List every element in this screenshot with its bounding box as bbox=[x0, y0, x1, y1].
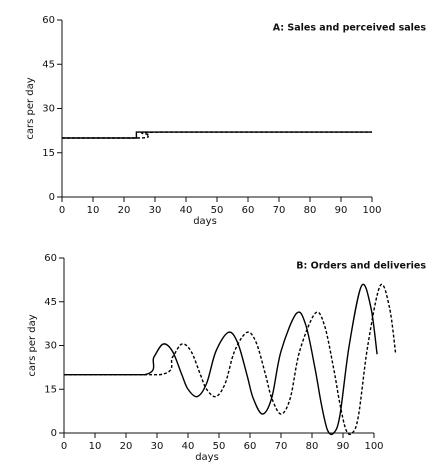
x-tick-label: 20 bbox=[118, 205, 131, 216]
y-axis-label: cars per day bbox=[25, 77, 36, 139]
x-tick-label: 60 bbox=[242, 205, 255, 216]
x-axis-label: days bbox=[193, 216, 217, 227]
y-tick-label: 15 bbox=[42, 148, 55, 159]
x-tick-label: 60 bbox=[244, 441, 257, 452]
x-tick-label: 70 bbox=[273, 205, 286, 216]
chart-title: A: Sales and perceived sales bbox=[273, 23, 427, 34]
chart-title: B: Orders and deliveries bbox=[296, 261, 426, 272]
x-tick-label: 80 bbox=[306, 441, 319, 452]
series-line bbox=[64, 283, 397, 436]
x-tick-label: 80 bbox=[304, 205, 317, 216]
x-tick-label: 90 bbox=[337, 441, 350, 452]
x-tick-label: 40 bbox=[180, 205, 193, 216]
y-axis-label: cars per day bbox=[27, 314, 38, 376]
y-tick-label: 60 bbox=[44, 253, 57, 264]
y-tick-label: 45 bbox=[42, 59, 55, 70]
x-tick-label: 10 bbox=[87, 205, 100, 216]
y-tick-label: 60 bbox=[42, 15, 55, 26]
y-tick-label: 30 bbox=[44, 341, 57, 352]
x-tick-label: 100 bbox=[362, 205, 381, 216]
y-tick-label: 30 bbox=[42, 104, 55, 115]
x-tick-label: 90 bbox=[335, 205, 348, 216]
series-line bbox=[62, 131, 372, 139]
series-line bbox=[64, 283, 378, 436]
y-tick-label: 0 bbox=[49, 192, 55, 203]
x-tick-label: 0 bbox=[61, 441, 67, 452]
series-line bbox=[62, 131, 372, 139]
y-tick-label: 15 bbox=[44, 384, 57, 395]
y-tick-label: 45 bbox=[44, 297, 57, 308]
x-tick-label: 30 bbox=[149, 205, 162, 216]
x-tick-label: 0 bbox=[59, 205, 65, 216]
x-tick-label: 10 bbox=[89, 441, 102, 452]
x-axis-label: days bbox=[195, 452, 219, 463]
x-tick-label: 70 bbox=[275, 441, 288, 452]
y-tick-label: 0 bbox=[51, 428, 57, 439]
x-tick-label: 20 bbox=[120, 441, 133, 452]
x-tick-label: 50 bbox=[211, 205, 224, 216]
x-tick-label: 100 bbox=[364, 441, 383, 452]
x-tick-label: 40 bbox=[182, 441, 195, 452]
x-tick-label: 30 bbox=[151, 441, 164, 452]
x-tick-label: 50 bbox=[213, 441, 226, 452]
